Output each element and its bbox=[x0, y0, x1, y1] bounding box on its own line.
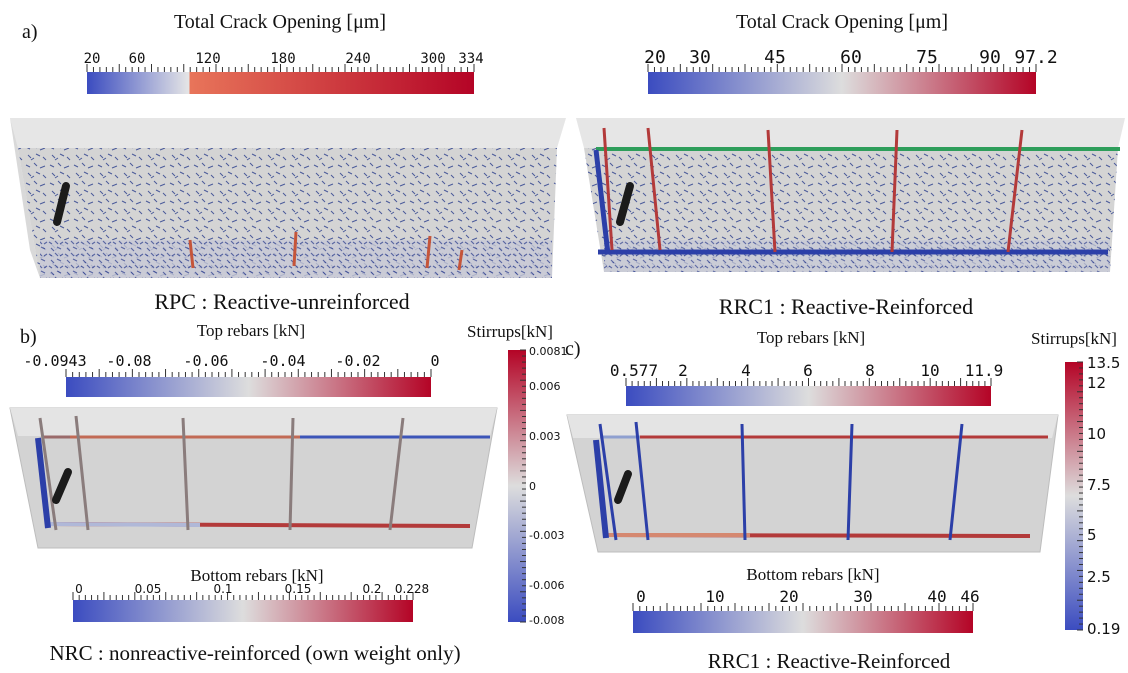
tick-label: 0 bbox=[75, 582, 83, 596]
tick-label: 20 bbox=[84, 51, 101, 67]
tick-label: 0.0081 bbox=[529, 345, 568, 358]
support-pin-icon bbox=[52, 468, 72, 504]
tick-label: -0.08 bbox=[106, 352, 151, 370]
tick-label: 75 bbox=[916, 47, 938, 68]
colorbar-crack-right: 20 30 45 60 75 90 97.2 bbox=[644, 47, 1058, 94]
stirrups bbox=[598, 421, 964, 541]
tick-label: 0.15 bbox=[285, 582, 312, 596]
beam-nrc bbox=[9, 407, 498, 549]
top-rebars-title-b: Top rebars [kN] bbox=[197, 321, 305, 340]
tick-label: 0.2 bbox=[362, 582, 381, 596]
tick-label: 0 bbox=[529, 480, 536, 493]
tick-label: -0.02 bbox=[335, 352, 380, 370]
tick-label: 7.5 bbox=[1087, 476, 1111, 494]
panel-b-label: b) bbox=[20, 326, 37, 348]
colorbar-top-rebars-b: -0.0943 -0.08 -0.06 -0.04 -0.02 0 bbox=[23, 352, 440, 397]
stirrups-title-c: Stirrups[kN] bbox=[1031, 329, 1117, 348]
tick-label: 30 bbox=[853, 587, 872, 606]
tick-label: 30 bbox=[689, 47, 711, 68]
tick-label: 0.577 bbox=[610, 361, 658, 380]
tick-label: 45 bbox=[764, 47, 786, 68]
tick-label: 40 bbox=[927, 587, 946, 606]
tick-label: 97.2 bbox=[1014, 47, 1057, 68]
tick-label: 0 bbox=[430, 352, 439, 370]
tick-label: -0.008 bbox=[529, 614, 564, 627]
end-hook-rebar bbox=[593, 439, 609, 539]
tick-label: -0.006 bbox=[529, 579, 564, 592]
tick-label: 20 bbox=[779, 587, 798, 606]
legend-title-crack-right: Total Crack Opening [μm] bbox=[736, 11, 948, 33]
colorbar-stirrups-c: 13.5 12 10 7.5 5 2.5 0.19 bbox=[1065, 354, 1120, 638]
tick-label: 10 bbox=[705, 587, 724, 606]
tick-label: -0.0943 bbox=[23, 352, 86, 370]
tick-label: 10 bbox=[1087, 425, 1106, 443]
tick-label: 0.05 bbox=[135, 582, 162, 596]
tick-label: 10 bbox=[920, 361, 939, 380]
tick-label: 5 bbox=[1087, 526, 1097, 544]
panel-a-label: a) bbox=[22, 21, 38, 43]
caption-rrc1-a: RRC1 : Reactive-Reinforced bbox=[719, 294, 973, 319]
support-pin-icon bbox=[53, 182, 70, 226]
beam-rrc1-c bbox=[566, 414, 1059, 553]
tick-label: 0.003 bbox=[529, 430, 561, 443]
colorbar-crack-left: 20 60 120 180 240 300 334 bbox=[84, 51, 484, 94]
tick-label: -0.04 bbox=[260, 352, 305, 370]
caption-rpc: RPC : Reactive-unreinforced bbox=[154, 289, 409, 314]
tick-label: 60 bbox=[840, 47, 862, 68]
tick-label: 90 bbox=[979, 47, 1001, 68]
tick-label: 334 bbox=[458, 51, 483, 67]
tick-label: 300 bbox=[420, 51, 445, 67]
support-pin-icon bbox=[616, 182, 634, 226]
beam-rrc1-reinforced bbox=[576, 118, 1125, 272]
beam-rpc-unreinforced bbox=[10, 118, 566, 278]
tick-label: 0.228 bbox=[395, 582, 429, 596]
bottom-rebars-title-c: Bottom rebars [kN] bbox=[746, 565, 879, 584]
tick-label: 120 bbox=[195, 51, 220, 67]
tick-label: 60 bbox=[129, 51, 146, 67]
panel-c-label: c) bbox=[565, 338, 581, 360]
support-pin-icon bbox=[614, 470, 632, 504]
colorbar-bottom-rebars-b: 0 0.05 0.1 0.15 0.2 0.228 bbox=[72, 582, 429, 622]
caption-rrc1-c: RRC1 : Reactive-Reinforced bbox=[708, 649, 951, 673]
tick-label: 8 bbox=[865, 361, 875, 380]
colorbar-top-rebars-c: 0.577 2 4 6 8 10 11.9 bbox=[610, 361, 1003, 406]
colorbar-stirrups-b: 0.0081 0.006 0.003 0 -0.003 -0.006 -0.00… bbox=[508, 345, 568, 627]
tick-label: 0 bbox=[636, 587, 646, 606]
tick-label: 240 bbox=[345, 51, 370, 67]
end-hook-rebar bbox=[593, 149, 611, 255]
tick-label: 46 bbox=[960, 587, 979, 606]
tick-label: -0.06 bbox=[183, 352, 228, 370]
tick-label: 2.5 bbox=[1087, 568, 1111, 586]
bottom-rebars-title-b: Bottom rebars [kN] bbox=[190, 566, 323, 585]
tick-label: 11.9 bbox=[965, 361, 1004, 380]
tick-label: 180 bbox=[270, 51, 295, 67]
stirrups bbox=[38, 415, 405, 531]
caption-nrc: NRC : nonreactive-reinforced (own weight… bbox=[49, 641, 460, 665]
top-rebars-title-c: Top rebars [kN] bbox=[757, 328, 865, 347]
tick-label: 4 bbox=[741, 361, 751, 380]
end-hook-rebar bbox=[35, 437, 51, 529]
tick-label: -0.003 bbox=[529, 529, 564, 542]
tick-label: 0.006 bbox=[529, 380, 561, 393]
tick-label: 0.19 bbox=[1087, 620, 1120, 638]
tick-label: 2 bbox=[678, 361, 688, 380]
tick-label: 0.1 bbox=[213, 582, 232, 596]
legend-title-crack-left: Total Crack Opening [μm] bbox=[174, 11, 386, 33]
tick-label: 12 bbox=[1087, 374, 1106, 392]
tick-label: 20 bbox=[644, 47, 666, 68]
tick-label: 13.5 bbox=[1087, 354, 1120, 372]
stirrups bbox=[602, 127, 1024, 253]
stirrups-title-b: Stirrups[kN] bbox=[467, 322, 553, 341]
tick-label: 6 bbox=[803, 361, 813, 380]
colorbar-bottom-rebars-c: 0 10 20 30 40 46 bbox=[632, 587, 980, 633]
